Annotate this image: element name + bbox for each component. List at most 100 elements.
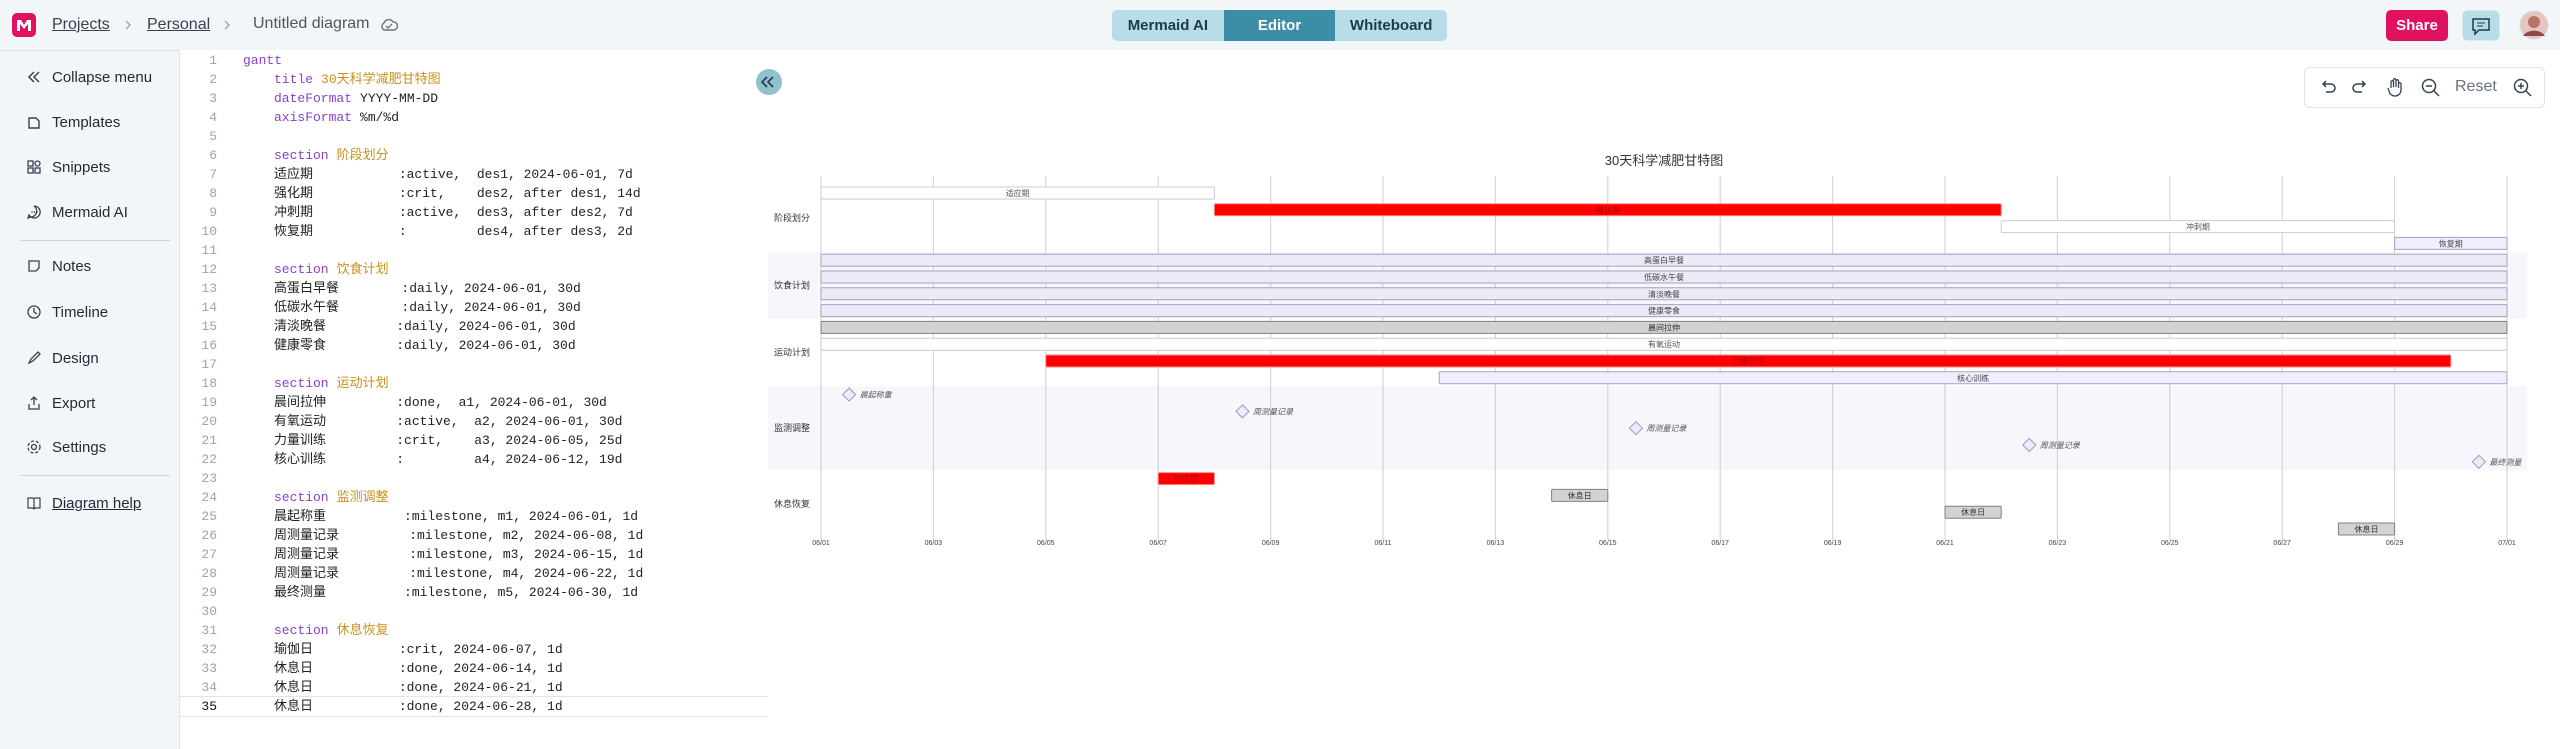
code-text: 最终测量 :milestone, m5, 2024-06-30, 1d bbox=[274, 583, 638, 602]
task-bar bbox=[2000, 220, 2396, 234]
undo-button[interactable] bbox=[2317, 76, 2339, 98]
task-line: 清淡晚餐 :daily, 2024-06-01, 30d bbox=[274, 319, 576, 334]
keyword-value: 饮食计划 bbox=[336, 262, 389, 277]
nav-label: Mermaid AI bbox=[52, 203, 128, 221]
zoom-in-button[interactable] bbox=[2511, 76, 2533, 98]
nav-item[interactable]: Export bbox=[26, 392, 95, 414]
task-bar bbox=[2394, 236, 2508, 250]
icon bbox=[28, 396, 40, 410]
line-number: 11 bbox=[201, 243, 217, 258]
line-number: 30 bbox=[201, 604, 217, 619]
comments-button[interactable] bbox=[2462, 10, 2500, 41]
code-line: 16 健康零食 :daily, 2024-06-01, 30d bbox=[180, 336, 768, 355]
pan-button[interactable] bbox=[2384, 76, 2406, 98]
tab[interactable]: Editor bbox=[1223, 10, 1336, 41]
keyword-value: 运动计划 bbox=[336, 376, 389, 391]
line-number: 3 bbox=[209, 91, 217, 106]
code-line: 21 力量训练 :crit, a3, 2024-06-05, 25d bbox=[180, 431, 768, 450]
keyword-value: 休息恢复 bbox=[336, 623, 389, 638]
keyword-value: 阶段划分 bbox=[336, 148, 389, 163]
nav-item[interactable]: Templates bbox=[26, 111, 120, 133]
task-line: 周测量记录 :milestone, m4, 2024-06-22, 1d bbox=[274, 566, 644, 581]
task-label: 核心训练 bbox=[1957, 373, 1989, 383]
code-text: gantt bbox=[243, 51, 282, 70]
code-editor[interactable]: 1 gantt 2 title 30天科学减肥甘特图 3 dateFormat YYYY-MM… bbox=[179, 50, 769, 749]
nav-item[interactable]: Collapse menu bbox=[26, 66, 152, 88]
share-button[interactable]: Share bbox=[2386, 10, 2448, 41]
task-label: 最终测量 bbox=[2489, 458, 2522, 467]
zoom-out-button[interactable] bbox=[2419, 76, 2441, 98]
keyword-arg: YYYY-MM-DD bbox=[360, 91, 439, 106]
task-line: 休息日 :done, 2024-06-28, 1d bbox=[274, 699, 563, 714]
task-line: 周测量记录 :milestone, m2, 2024-06-08, 1d bbox=[274, 528, 644, 543]
nav-item[interactable]: Settings bbox=[26, 436, 106, 458]
x-tick-label: 06/21 bbox=[1936, 540, 1954, 547]
line-number: 6 bbox=[209, 148, 217, 163]
nav-item[interactable]: Diagram help bbox=[26, 492, 141, 514]
code-line: 33 休息日 :done, 2024-06-14, 1d bbox=[180, 659, 768, 678]
redo-button[interactable] bbox=[2349, 76, 2371, 98]
keyword: section bbox=[274, 262, 329, 277]
code-text: section 监测调整 bbox=[274, 488, 389, 507]
line-number: 31 bbox=[201, 623, 217, 638]
keyword: section bbox=[274, 148, 329, 163]
line-number: 10 bbox=[201, 224, 217, 239]
section-band bbox=[768, 470, 2527, 538]
collapse-editor-button[interactable] bbox=[755, 68, 783, 96]
document-title[interactable]: Untitled diagram bbox=[253, 15, 370, 32]
tab[interactable]: Whiteboard bbox=[1349, 17, 1433, 34]
breadcrumb[interactable]: Personal bbox=[147, 16, 211, 33]
code-text: 周测量记录 :milestone, m3, 2024-06-15, 1d bbox=[274, 545, 643, 564]
task-bar bbox=[1551, 488, 1609, 502]
x-tick-label: 06/13 bbox=[1487, 540, 1505, 547]
nav-item[interactable]: Design bbox=[26, 347, 99, 369]
logo[interactable] bbox=[12, 13, 36, 37]
code-text: 核心训练 : a4, 2024-06-12, 19d bbox=[274, 450, 622, 469]
code-line: 19 晨间拉伸 :done, a1, 2024-06-01, 30d bbox=[180, 393, 768, 412]
task-line: 冲刺期 :active, des3, after des2, 7d bbox=[274, 205, 633, 220]
section-label: 阶段划分 bbox=[774, 212, 810, 223]
divider bbox=[20, 240, 170, 241]
section-label: 饮食计划 bbox=[774, 279, 810, 290]
nav-item[interactable]: Snippets bbox=[26, 156, 110, 178]
code-text: 力量训练 :crit, a3, 2024-06-05, 25d bbox=[274, 431, 622, 450]
x-tick-label: 06/17 bbox=[1711, 540, 1729, 547]
task-bar bbox=[820, 287, 2508, 301]
nav-item[interactable]: Notes bbox=[26, 255, 91, 277]
avatar[interactable] bbox=[2519, 10, 2549, 40]
code-line: 18 section 运动计划 bbox=[180, 374, 768, 393]
nav-item[interactable]: Timeline bbox=[26, 301, 108, 323]
line-number: 5 bbox=[209, 129, 217, 144]
chevron bbox=[224, 20, 230, 30]
task-bar bbox=[1213, 203, 2002, 217]
nav-label: Collapse menu bbox=[52, 68, 153, 86]
x-tick-label: 06/01 bbox=[812, 540, 830, 547]
tab[interactable]: Mermaid AI bbox=[1127, 17, 1208, 34]
gantt-chart: 30天科学减肥甘特图 06/01 06/03 06/05 06/07 06/09 06/11… bbox=[768, 153, 2527, 547]
line-number: 4 bbox=[209, 110, 217, 125]
line-number: 29 bbox=[201, 585, 217, 600]
code-text: title 30天科学减肥甘特图 bbox=[274, 70, 441, 89]
code-line: 31 section 休息恢复 bbox=[180, 621, 768, 640]
task-label: 休息日 bbox=[1961, 507, 1985, 517]
code-line: 8 强化期 :crit, des2, after des1, 14d bbox=[180, 184, 768, 203]
task-label: 休息日 bbox=[1568, 490, 1592, 500]
breadcrumb[interactable]: Projects bbox=[52, 16, 110, 33]
nav-label: Export bbox=[52, 394, 96, 412]
task-line: 周测量记录 :milestone, m3, 2024-06-15, 1d bbox=[274, 547, 644, 562]
reset-button[interactable]: Reset bbox=[2455, 78, 2497, 95]
task-line: 恢复期 : des4, after des3, 2d bbox=[274, 224, 633, 239]
line-number: 25 bbox=[201, 509, 217, 524]
task-bar bbox=[820, 186, 1215, 200]
x-tick-label: 07/01 bbox=[2498, 540, 2516, 547]
line-number: 13 bbox=[201, 281, 217, 296]
x-tick-label: 06/07 bbox=[1149, 540, 1167, 547]
keyword-value: 监测调整 bbox=[336, 490, 389, 505]
task-label: 清淡晚餐 bbox=[1648, 289, 1680, 299]
x-tick-label: 06/29 bbox=[2386, 540, 2404, 547]
task-label: 休息日 bbox=[2355, 524, 2379, 534]
task-line: 瑜伽日 :crit, 2024-06-07, 1d bbox=[274, 642, 563, 657]
icon bbox=[27, 305, 41, 319]
code-text: 冲刺期 :active, des3, after des2, 7d bbox=[274, 203, 633, 222]
nav-item[interactable]: Mermaid AI bbox=[26, 201, 128, 223]
